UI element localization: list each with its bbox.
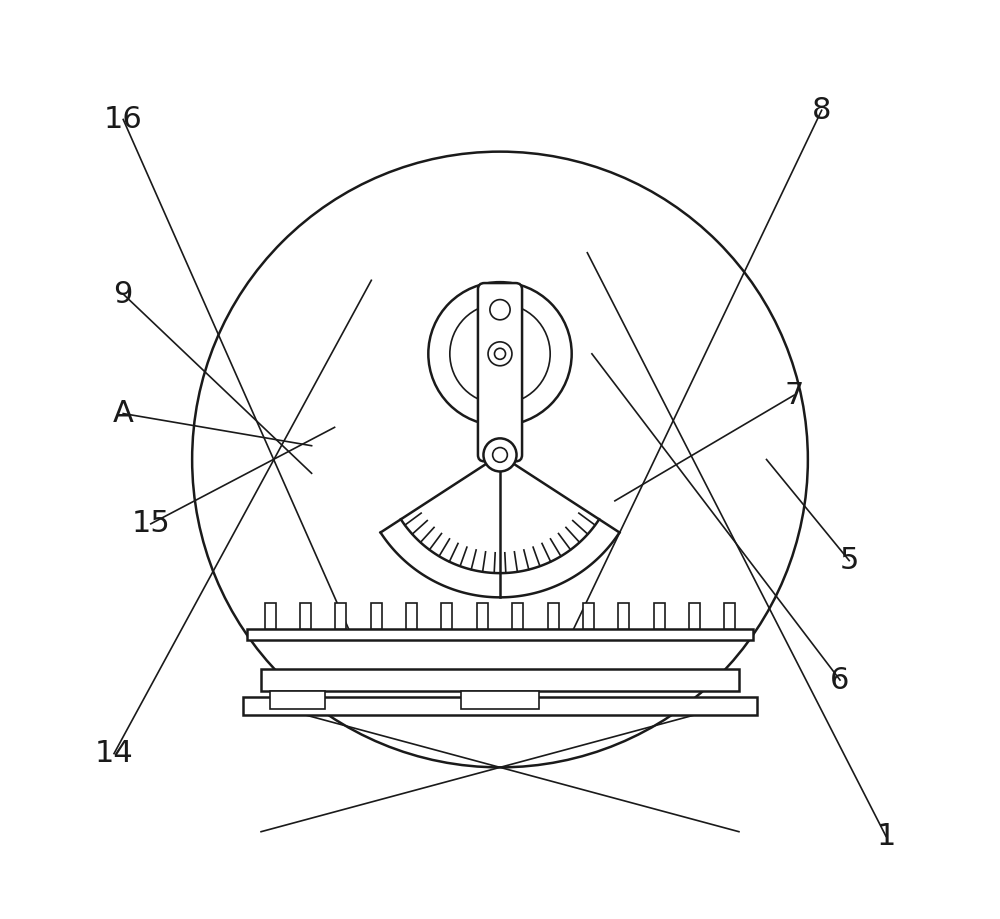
Bar <box>441 603 452 629</box>
Bar <box>371 603 382 629</box>
Circle shape <box>493 448 507 462</box>
Bar <box>618 603 629 629</box>
Text: 8: 8 <box>812 96 831 125</box>
FancyBboxPatch shape <box>478 283 522 461</box>
Text: 6: 6 <box>830 665 850 695</box>
Bar <box>300 603 311 629</box>
Text: 15: 15 <box>131 509 170 539</box>
Bar <box>247 629 753 640</box>
Bar <box>406 603 417 629</box>
Bar <box>461 691 539 709</box>
Bar <box>261 669 739 691</box>
Bar <box>583 603 594 629</box>
Text: A: A <box>113 399 134 428</box>
Circle shape <box>488 342 512 366</box>
Bar <box>477 603 488 629</box>
Bar <box>512 603 523 629</box>
Circle shape <box>483 438 517 471</box>
Circle shape <box>494 348 506 359</box>
Text: 14: 14 <box>95 739 133 768</box>
Bar <box>243 697 757 715</box>
Text: 9: 9 <box>114 279 133 309</box>
Text: 1: 1 <box>876 822 896 851</box>
Bar <box>548 603 559 629</box>
Bar <box>270 691 325 709</box>
Bar <box>724 603 735 629</box>
Text: 16: 16 <box>104 105 143 134</box>
Bar <box>654 603 665 629</box>
Circle shape <box>490 300 510 320</box>
Text: 5: 5 <box>840 546 859 575</box>
Bar <box>265 603 276 629</box>
Bar <box>689 603 700 629</box>
Text: 7: 7 <box>784 380 804 410</box>
Bar <box>335 603 346 629</box>
